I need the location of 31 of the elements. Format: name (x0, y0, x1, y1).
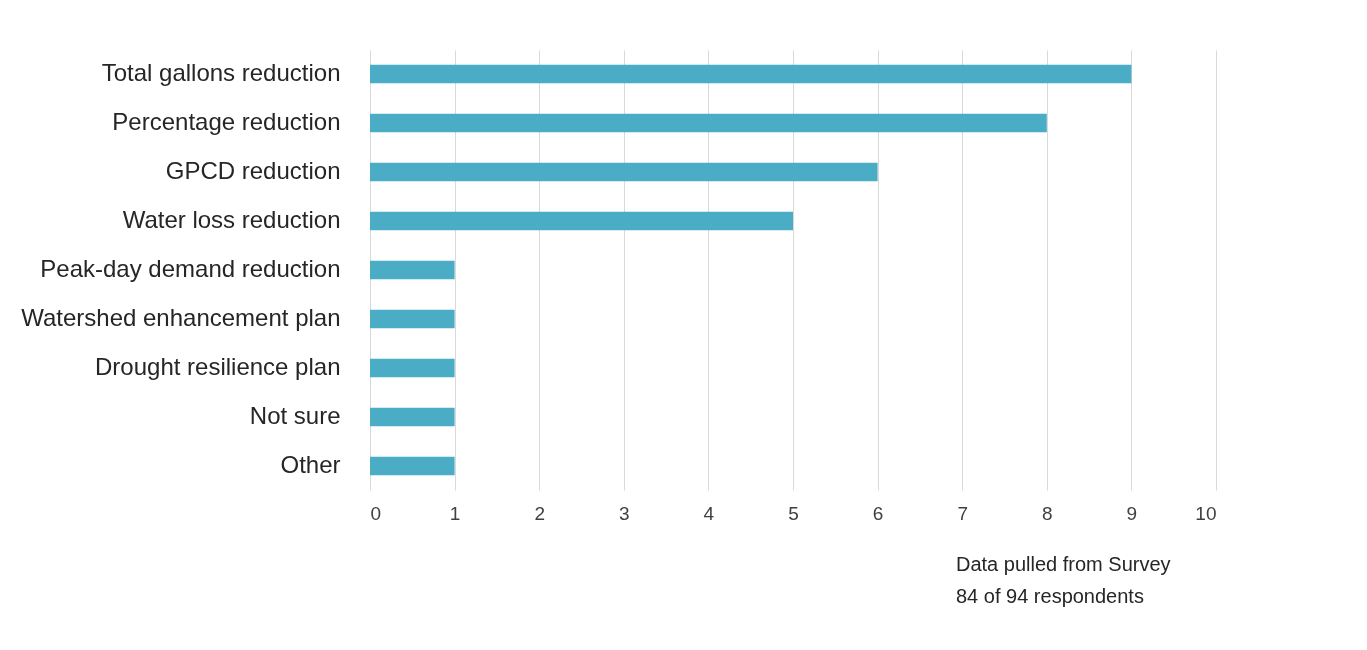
bar (370, 260, 455, 280)
x-tick-label: 3 (619, 502, 630, 524)
x-tick-label: 7 (957, 502, 968, 524)
x-tick-label: 5 (788, 502, 799, 524)
x-tick-label: 4 (703, 502, 715, 524)
bar (370, 309, 455, 329)
y-tick-label: Drought resilience plan (95, 353, 341, 380)
y-tick-label: Not sure (249, 401, 341, 429)
bar (370, 358, 455, 378)
y-tick-label: Percentage reduction (112, 108, 341, 136)
y-tick-label: Water loss reduction (122, 206, 341, 233)
x-tick-label: 1 (449, 502, 461, 524)
x-tick-label: 10 (1195, 502, 1217, 524)
bar (370, 162, 878, 182)
bar (370, 64, 1132, 84)
text: 84 of 94 respondents (956, 585, 1144, 607)
bar (370, 211, 793, 231)
x-tick-label: 9 (1126, 502, 1138, 524)
x-tick-label: 0 (370, 502, 382, 524)
x-tick-label: 6 (872, 502, 884, 524)
bar (370, 407, 455, 427)
y-tick-label: Total gallons reduction (101, 59, 341, 87)
bar (370, 113, 1047, 133)
x-tick-label: 2 (534, 502, 545, 524)
bar (370, 456, 455, 476)
y-tick-label: Peak-day demand reduction (40, 255, 341, 282)
y-tick-label: GPCD reduction (165, 157, 341, 184)
y-tick-label: Watershed enhancement plan (21, 304, 341, 331)
text: Data pulled from Survey (956, 553, 1171, 575)
x-tick-label: 8 (1042, 502, 1053, 524)
y-tick-label: Other (280, 450, 341, 478)
